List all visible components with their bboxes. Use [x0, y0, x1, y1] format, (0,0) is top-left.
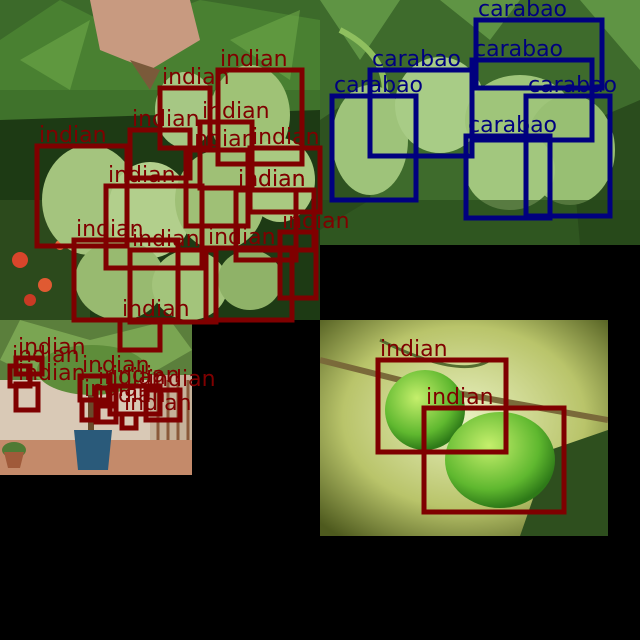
detection-box-indian	[82, 400, 98, 420]
detection-label-carabao: carabao	[468, 113, 557, 138]
detection-label-indian: indian	[238, 167, 306, 192]
detection-label-indian: indian	[202, 99, 270, 124]
detection-label-indian: indian	[208, 225, 276, 250]
detection-label-indian: indian	[39, 123, 107, 148]
detection-label-carabao: carabao	[372, 47, 461, 72]
detection-label-carabao: carabao	[478, 0, 567, 22]
detection-label-indian: indian	[282, 209, 350, 234]
detection-box-carabao	[466, 136, 550, 218]
detection-label-indian: indian	[380, 337, 448, 362]
detection-label-indian: indian	[426, 385, 494, 410]
detection-label-indian: indian	[162, 65, 230, 90]
detection-label-carabao: carabao	[334, 73, 423, 98]
detection-label-indian: indian	[252, 125, 320, 150]
detection-label-carabao: carabao	[528, 73, 617, 98]
detection-label-carabao: carabao	[474, 37, 563, 62]
detection-label-indian: indian	[220, 47, 288, 72]
detection-label-indian: indian	[108, 163, 176, 188]
detection-box-indian	[424, 408, 564, 512]
detection-label-indian: indian	[84, 377, 152, 402]
detection-box-carabao	[332, 96, 416, 200]
detection-label-indian: indian	[132, 227, 200, 252]
detection-box-indian	[122, 414, 136, 428]
detection-label-indian: indian	[18, 361, 86, 386]
detection-label-indian: indian	[122, 297, 190, 322]
